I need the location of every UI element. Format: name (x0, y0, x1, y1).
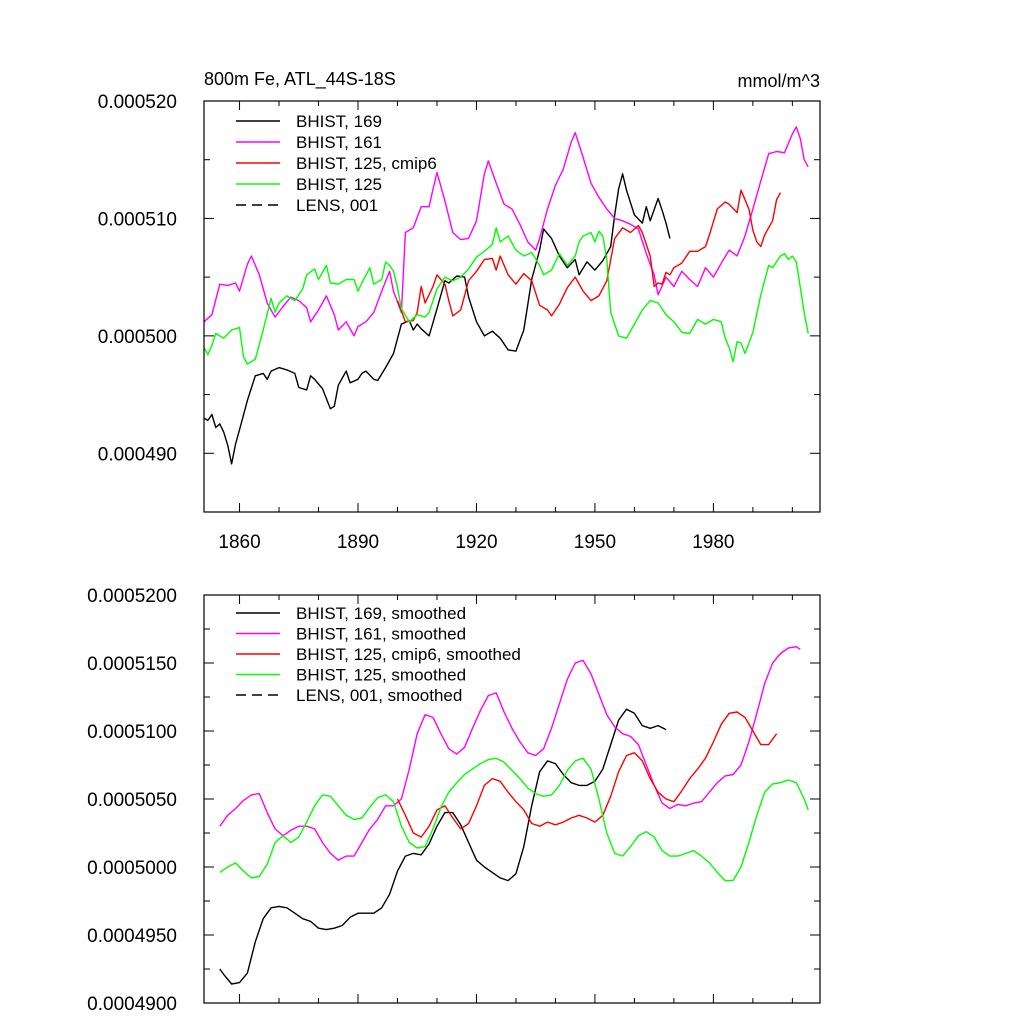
top-panel: 1860 1890 1920 1950 1980 0.000490 0.000500 0.00… (98, 69, 821, 553)
y-tick-label: 0.000510 (98, 209, 177, 230)
x-tick-label: 1860 (218, 532, 260, 553)
series-line-1 (219, 646, 801, 861)
x-tick-label: 1980 (692, 532, 734, 553)
y-tick-label: 0.000520 (98, 92, 177, 113)
y-tick-label: 0.0005050 (87, 790, 177, 811)
y-tick-label: 0.0005200 (87, 586, 177, 607)
legend-label-3: BHIST, 125 (296, 175, 382, 194)
bottom-panel-ticks: 0.0004900 0.0004950 0.0005000 0.0005050 0.00… (87, 586, 820, 1015)
legend-label-4: LENS, 001, smoothed (296, 686, 462, 705)
bottom-panel-series (219, 646, 809, 985)
legend-label-0: BHIST, 169, smoothed (296, 604, 466, 623)
legend-label-2: BHIST, 125, cmip6 (296, 154, 437, 173)
legend-label-4: LENS, 001 (296, 196, 378, 215)
bottom-panel-frame (203, 594, 821, 1004)
top-panel-title: 800m Fe, ATL_44S-18S (204, 69, 396, 90)
top-panel-units: mmol/m^3 (738, 71, 820, 91)
top-panel-series (203, 126, 809, 465)
y-tick-label: 0.0004950 (87, 926, 177, 947)
bottom-panel: 0.0004900 0.0004950 0.0005000 0.0005050 0.00… (87, 586, 821, 1015)
legend-label-0: BHIST, 169 (296, 112, 382, 131)
y-tick-label: 0.0005100 (87, 722, 177, 743)
series-line-1 (203, 126, 809, 337)
y-tick-label: 0.000490 (98, 444, 177, 465)
x-tick-label: 1920 (455, 532, 497, 553)
top-panel-legend: BHIST, 169 BHIST, 161 BHIST, 125, cmip6 BHI… (236, 112, 437, 215)
series-line-0 (219, 708, 667, 985)
y-tick-label: 0.0004900 (87, 994, 177, 1015)
series-line-3 (203, 227, 809, 365)
legend-label-3: BHIST, 125, smoothed (296, 666, 466, 685)
x-tick-label: 1890 (337, 532, 379, 553)
top-panel-ticks: 1860 1890 1920 1950 1980 0.000490 0.000500 0.00… (98, 92, 820, 553)
legend-label-2: BHIST, 125, cmip6, smoothed (296, 645, 521, 664)
bottom-panel-legend: BHIST, 169, smoothed BHIST, 161, smoothed… (236, 604, 521, 705)
legend-label-1: BHIST, 161, smoothed (296, 625, 466, 644)
y-tick-label: 0.0005000 (87, 858, 177, 879)
series-line-0 (203, 173, 671, 465)
top-panel-frame (203, 100, 821, 513)
y-tick-label: 0.0005150 (87, 654, 177, 675)
x-tick-label: 1950 (574, 532, 616, 553)
series-line-2 (396, 189, 782, 323)
legend-label-1: BHIST, 161 (296, 133, 382, 152)
y-tick-label: 0.000500 (98, 327, 177, 348)
series-line-3 (219, 757, 809, 882)
series-line-2 (396, 711, 778, 838)
